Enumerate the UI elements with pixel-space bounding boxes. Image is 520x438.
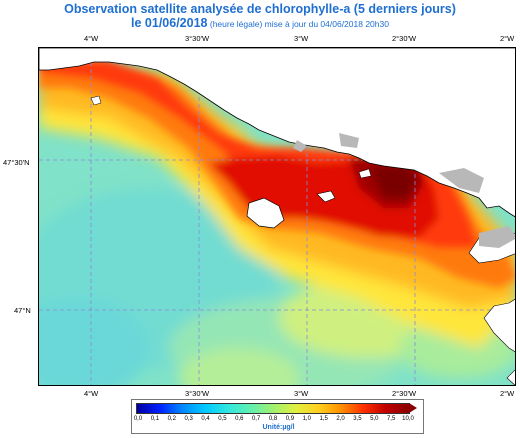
map-date: le 01/06/2018 — [131, 16, 208, 30]
top-tick-3-30w: 3°30'W — [185, 34, 210, 43]
bottom-tick-2-30w: 2°30'W — [392, 389, 417, 398]
top-tick-2w: 2°W — [500, 34, 515, 43]
legend-value-label: 0,2 — [167, 416, 176, 422]
legend-value-label: 3,5 — [353, 416, 362, 422]
legend-value-label: 5,0 — [370, 416, 379, 422]
update-note: (heure légale) mise à jour du 04/06/2018… — [207, 19, 389, 29]
bottom-tick-4w: 4°W — [84, 389, 99, 398]
legend-value-label: 0,0 — [133, 416, 143, 422]
map-subtitle: le 01/06/2018 (heure légale) mise à jour… — [0, 16, 520, 31]
chlorophyll-map[interactable] — [38, 47, 516, 386]
legend-value-label: 0,9 — [285, 416, 295, 422]
legend-value-label: 0,6 — [235, 416, 244, 422]
legend-value-label: 0,7 — [251, 416, 261, 422]
chlorophyll-map-svg — [39, 48, 515, 385]
top-tick-2-30w: 2°30'W — [392, 34, 417, 43]
bottom-tick-3w: 3°W — [294, 389, 309, 398]
bottom-tick-3-30w: 3°30'W — [185, 389, 210, 398]
legend-value-label: 10,0 — [402, 416, 414, 422]
left-tick-47-30n: 47°30'N — [3, 158, 30, 167]
left-tick-47n: 47°N — [14, 306, 31, 315]
legend-value-label: 0,3 — [184, 416, 193, 422]
legend-value-label: 1,0 — [302, 416, 311, 422]
legend-max-arrow — [409, 403, 417, 413]
legend-value-label: 1,5 — [319, 416, 328, 422]
color-legend: 0,0 0,1 0,2 0,3 0,4 0,5 0,6 0,7 0,8 0,9 1,0 1,5 2,0 3… — [131, 399, 424, 434]
legend-value-label: 0,4 — [201, 416, 210, 422]
top-tick-3w: 3°W — [294, 34, 309, 43]
legend-value-label: 0,8 — [268, 416, 278, 422]
legend-value-label: 0,1 — [150, 416, 160, 422]
legend-value-label: 2,0 — [336, 416, 345, 422]
legend-unit: Unité:µg/l — [262, 424, 295, 431]
legend-value-label: 0,5 — [218, 416, 227, 422]
map-title: Observation satellite analysée de chloro… — [64, 2, 456, 16]
legend-value-label: 7,5 — [386, 416, 396, 422]
top-tick-4w: 4°W — [84, 34, 99, 43]
legend-color-bar — [136, 403, 410, 414]
bottom-tick-2w: 2°W — [500, 389, 515, 398]
